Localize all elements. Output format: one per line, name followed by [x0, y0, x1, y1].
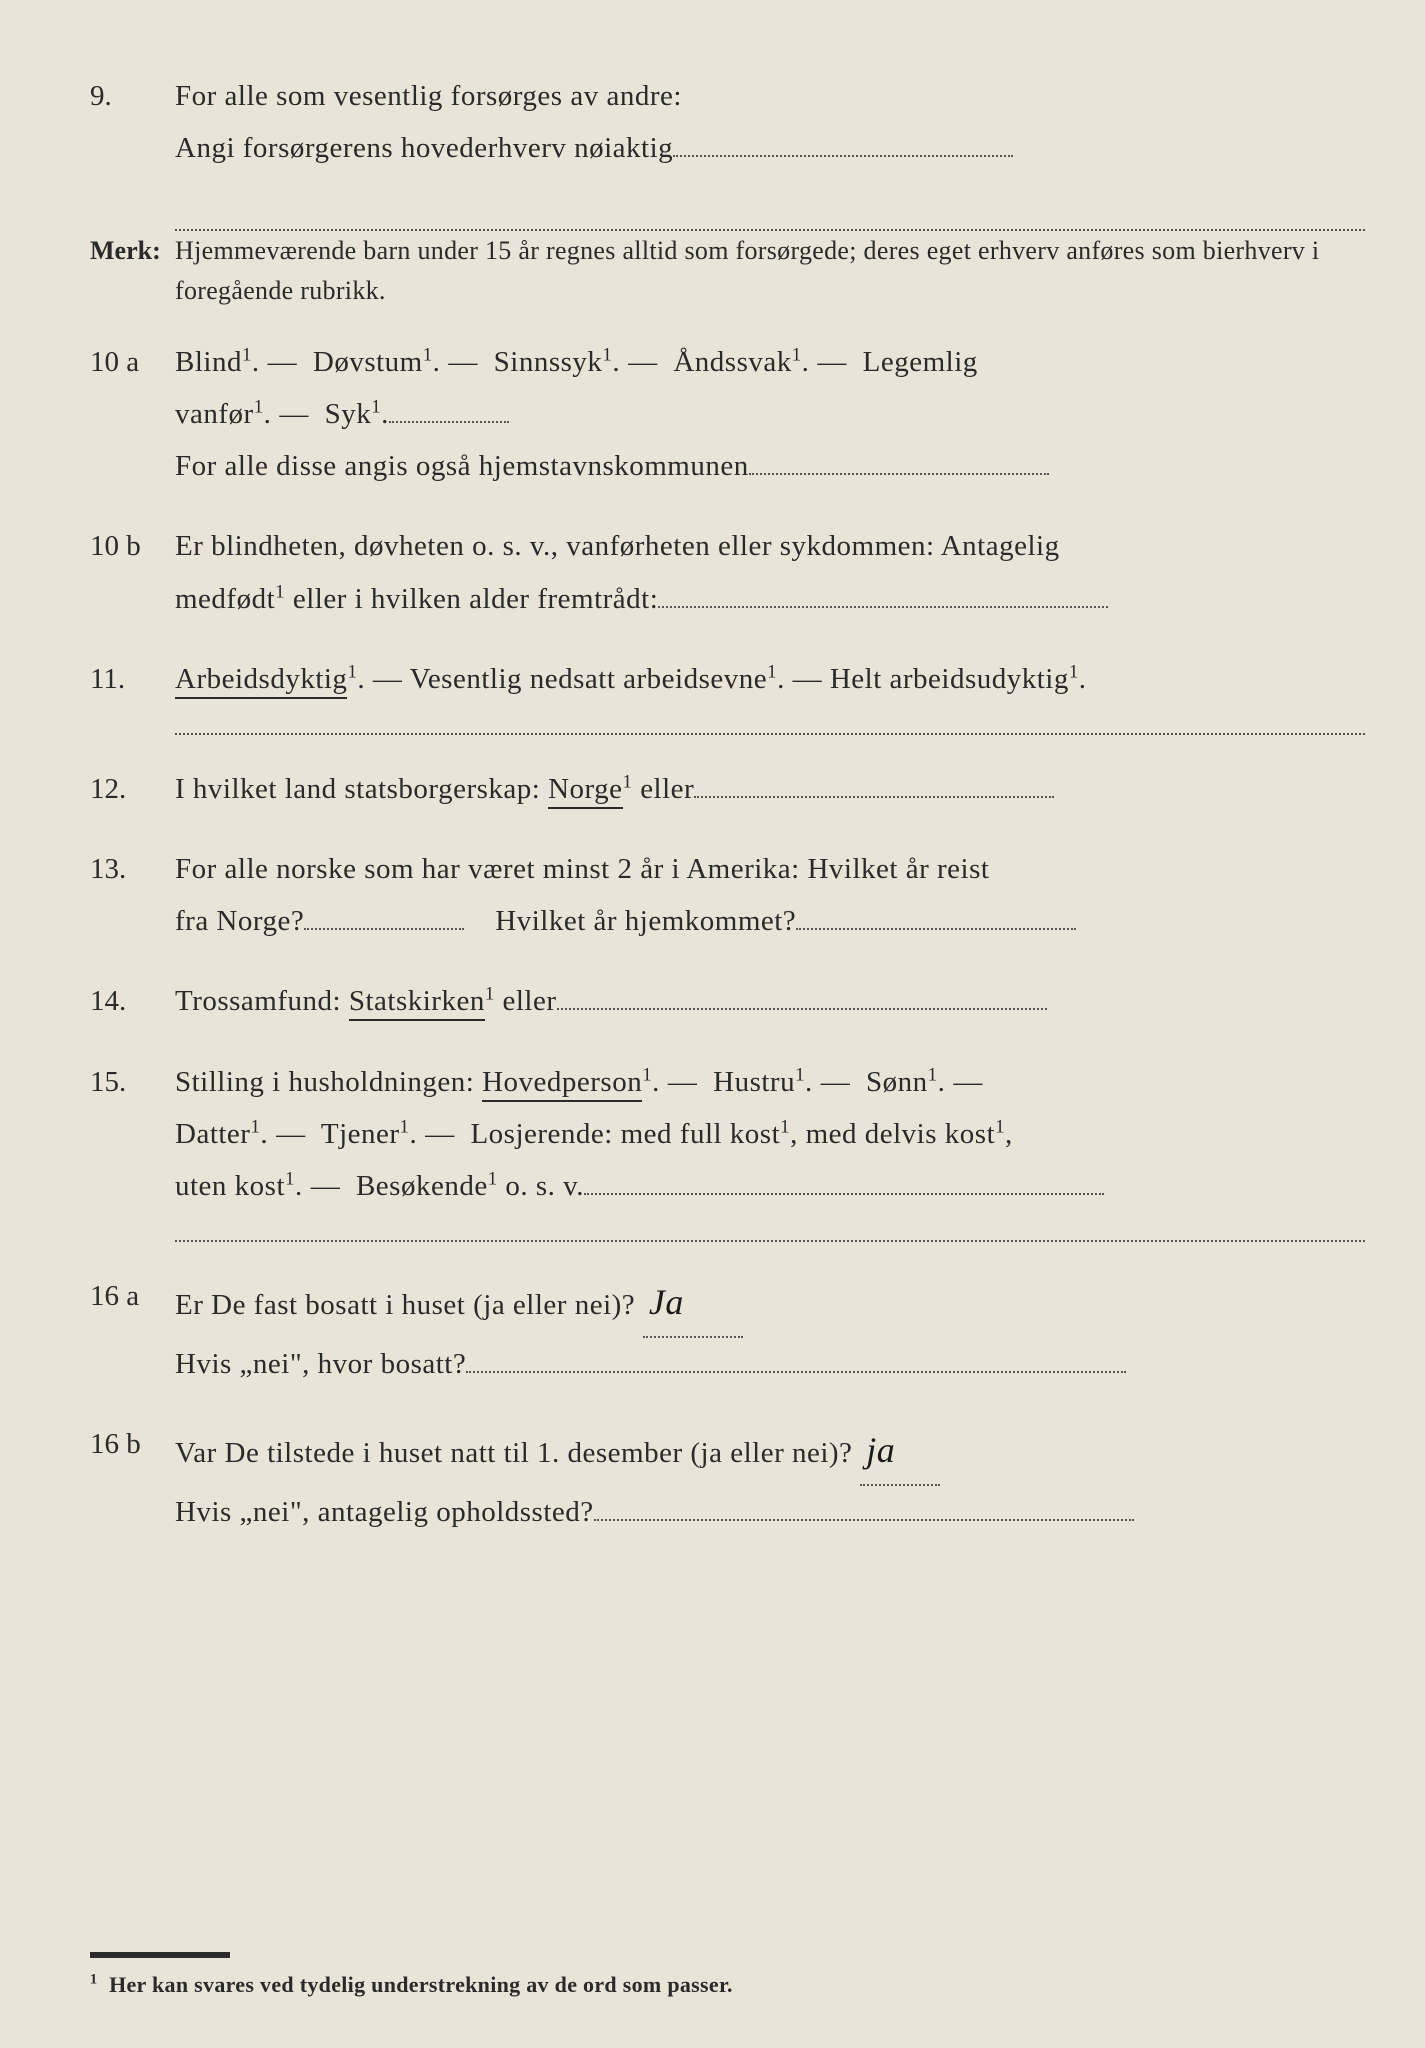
question-number: 10 a — [90, 336, 175, 493]
question-content: Arbeidsdyktig1. — Vesentlig nedsatt arbe… — [175, 653, 1365, 705]
question-number: 15. — [90, 1056, 175, 1213]
question-15: 15. Stilling i husholdningen: Hovedperso… — [90, 1056, 1365, 1213]
question-content: Var De tilstede i huset natt til 1. dese… — [175, 1418, 1365, 1538]
question-content: Stilling i husholdningen: Hovedperson1.—… — [175, 1056, 1365, 1213]
question-content: Trossamfund: Statskirken1 eller — [175, 975, 1365, 1027]
q15-line2: Datter1.— Tjener1.— Losjerende: med full… — [175, 1108, 1365, 1160]
question-content: For alle norske som har været minst 2 år… — [175, 843, 1365, 947]
question-number: 9. — [90, 70, 175, 174]
question-11: 11. Arbeidsdyktig1. — Vesentlig nedsatt … — [90, 653, 1365, 705]
question-10a: 10 a Blind1.— Døvstum1.— Sinnssyk1.— Ånd… — [90, 336, 1365, 493]
q16a-line1: Er De fast bosatt i huset (ja eller nei)… — [175, 1270, 1365, 1338]
q12-underlined: Norge — [548, 773, 622, 809]
q9-line1: For alle som vesentlig forsørges av andr… — [175, 70, 1365, 122]
question-content: Blind1.— Døvstum1.— Sinnssyk1.— Åndssvak… — [175, 336, 1365, 493]
merk-note: Merk: Hjemmeværende barn under 15 år reg… — [90, 231, 1365, 312]
q9-line2: Angi forsørgerens hovederhverv nøiaktig — [175, 122, 1365, 174]
q13-line2: fra Norge? Hvilket år hjemkommet? — [175, 895, 1365, 947]
q16b-line2: Hvis „nei", antagelig opholdssted? — [175, 1486, 1365, 1538]
question-12: 12. I hvilket land statsborgerskap: Norg… — [90, 763, 1365, 815]
question-content: I hvilket land statsborgerskap: Norge1 e… — [175, 763, 1365, 815]
q15-line3: uten kost1.— Besøkende1 o. s. v. — [175, 1160, 1365, 1212]
footnote-bar — [90, 1952, 230, 1958]
question-content: For alle som vesentlig forsørges av andr… — [175, 70, 1365, 174]
q10b-line2: medfødt1 eller i hvilken alder fremtrådt… — [175, 573, 1365, 625]
q11-underlined: Arbeidsdyktig — [175, 663, 347, 699]
question-number: 14. — [90, 975, 175, 1027]
question-13: 13. For alle norske som har været minst … — [90, 843, 1365, 947]
q10a-line2: vanfør1.— Syk1. — [175, 388, 1365, 440]
question-number: 16 b — [90, 1418, 175, 1538]
q16b-line1: Var De tilstede i huset natt til 1. dese… — [175, 1418, 1365, 1486]
q15-line1: Stilling i husholdningen: Hovedperson1.—… — [175, 1056, 1365, 1108]
q10a-line1: Blind1.— Døvstum1.— Sinnssyk1.— Åndssvak… — [175, 336, 1365, 388]
q10b-line1: Er blindheten, døvheten o. s. v., vanfør… — [175, 520, 1365, 572]
q15-underlined: Hovedperson — [482, 1066, 642, 1102]
question-number: 13. — [90, 843, 175, 947]
separator — [175, 1240, 1365, 1242]
q16b-answer: ja — [860, 1430, 901, 1470]
footnote: 1 Her kan svares ved tydelig understrekn… — [90, 1972, 733, 1998]
q9-blank-line — [175, 202, 1365, 231]
merk-text: Hjemmeværende barn under 15 år regnes al… — [175, 231, 1365, 312]
question-number: 11. — [90, 653, 175, 705]
separator — [175, 733, 1365, 735]
q16a-line2: Hvis „nei", hvor bosatt? — [175, 1338, 1365, 1390]
question-number: 16 a — [90, 1270, 175, 1390]
q14-underlined: Statskirken — [349, 985, 485, 1021]
question-content: Er De fast bosatt i huset (ja eller nei)… — [175, 1270, 1365, 1390]
question-16b: 16 b Var De tilstede i huset natt til 1.… — [90, 1418, 1365, 1538]
question-16a: 16 a Er De fast bosatt i huset (ja eller… — [90, 1270, 1365, 1390]
question-14: 14. Trossamfund: Statskirken1 eller — [90, 975, 1365, 1027]
q16a-answer: Ja — [643, 1282, 690, 1322]
question-10b: 10 b Er blindheten, døvheten o. s. v., v… — [90, 520, 1365, 624]
question-number: 10 b — [90, 520, 175, 624]
q13-line1: For alle norske som har været minst 2 år… — [175, 843, 1365, 895]
merk-label: Merk: — [90, 231, 175, 312]
question-9: 9. For alle som vesentlig forsørges av a… — [90, 70, 1365, 174]
question-number: 12. — [90, 763, 175, 815]
question-content: Er blindheten, døvheten o. s. v., vanfør… — [175, 520, 1365, 624]
q10a-line3: For alle disse angis også hjemstavnskomm… — [175, 440, 1365, 492]
